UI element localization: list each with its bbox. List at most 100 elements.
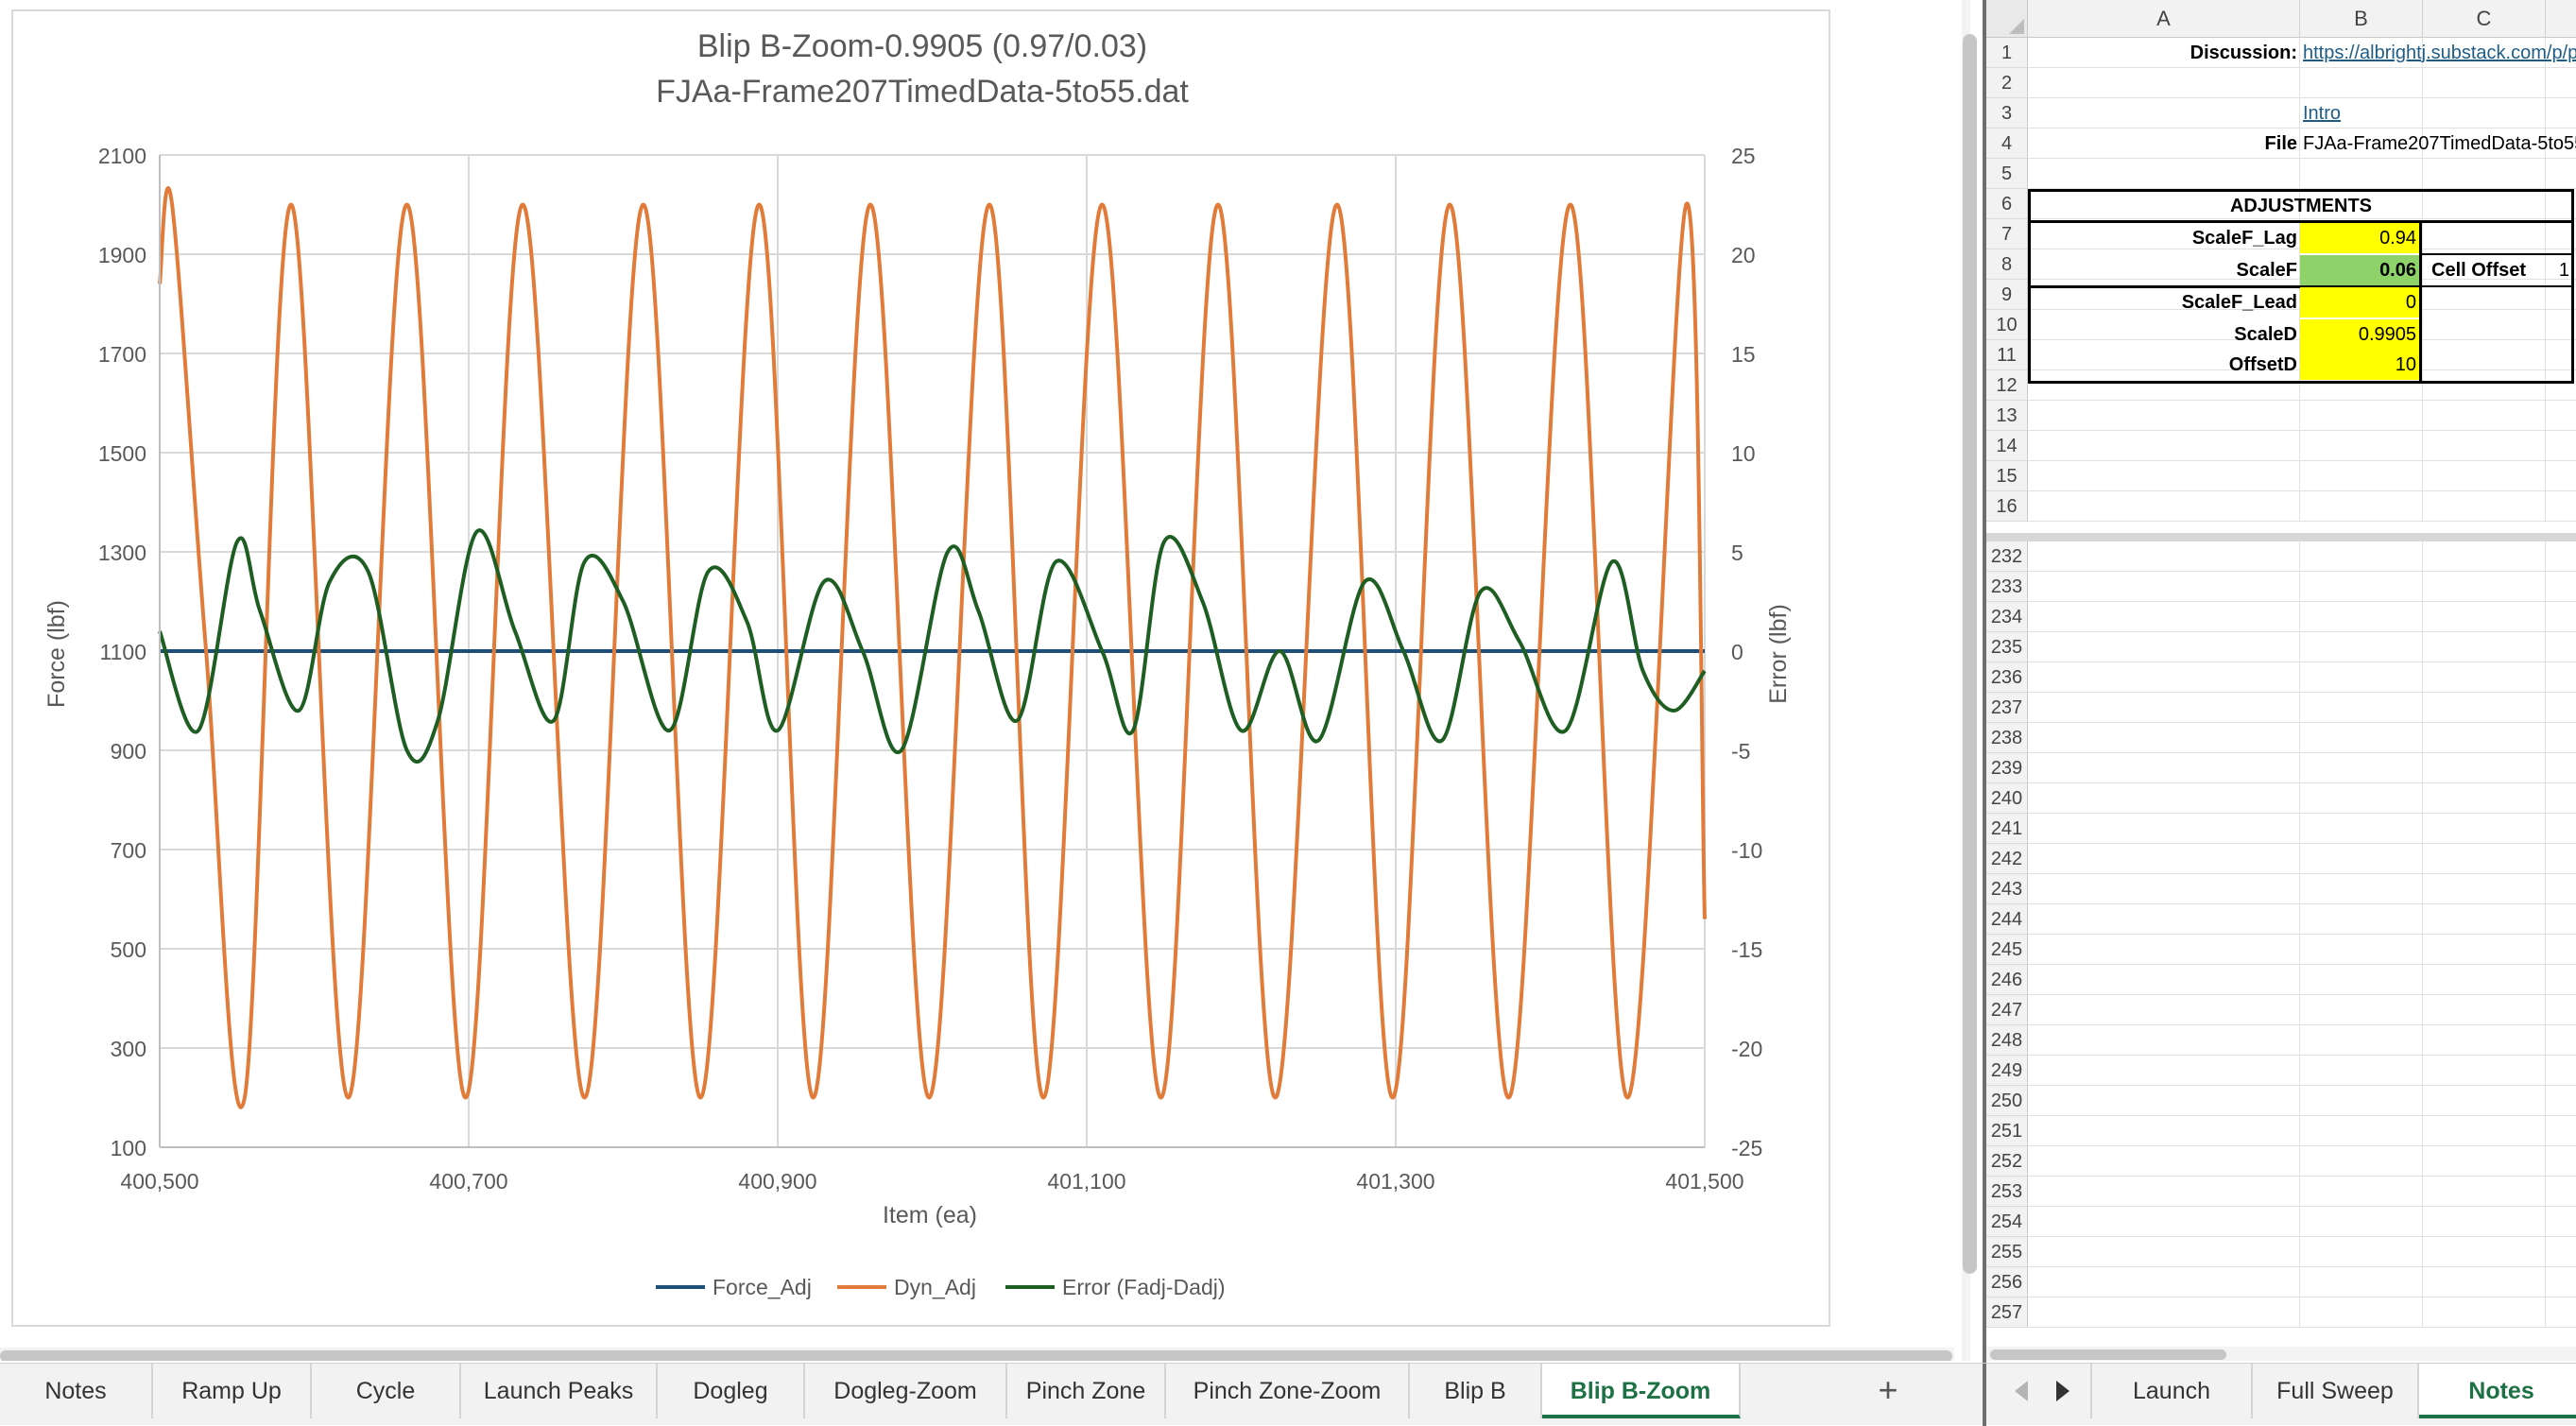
grid-cell[interactable] [2028,995,2300,1025]
grid-cell[interactable] [2546,723,2576,753]
column-header-d[interactable]: D [2546,0,2576,38]
grid-cell[interactable] [2423,814,2546,844]
grid-cell[interactable] [2028,541,2300,572]
sheet-tab-cycle[interactable]: Cycle [312,1364,461,1418]
sheet-tab-blip-b-zoom[interactable]: Blip B-Zoom [1542,1364,1741,1418]
grid-cell[interactable] [2028,461,2300,491]
grid-cell[interactable] [2300,401,2423,431]
grid-cell[interactable] [2028,814,2300,844]
grid-cell[interactable] [2028,723,2300,753]
row-header-14[interactable]: 14 [1986,431,2028,461]
row-header-4[interactable]: 4 [1986,129,2028,159]
grid-cell[interactable] [2028,1086,2300,1116]
row-header-245[interactable]: 245 [1986,935,2028,965]
grid-cell[interactable] [2546,1056,2576,1086]
grid-cell[interactable] [2028,159,2300,189]
row-header-243[interactable]: 243 [1986,874,2028,904]
grid-cell[interactable] [2546,753,2576,783]
grid-cell[interactable] [2423,1237,2546,1267]
row-header-256[interactable]: 256 [1986,1267,2028,1297]
cell-b4-file-value[interactable]: FJAa-Frame207TimedData-5to55.dat [2303,132,2576,154]
sheet-tab-dogleg-zoom[interactable]: Dogleg-Zoom [805,1364,1007,1418]
row-header-246[interactable]: 246 [1986,965,2028,995]
grid-cell[interactable] [2300,995,2423,1025]
grid-cell[interactable] [2546,1177,2576,1207]
sheet-tab-dogleg[interactable]: Dogleg [658,1364,805,1418]
row-header-232[interactable]: 232 [1986,541,2028,572]
grid-cell[interactable] [2423,38,2546,68]
row-header-13[interactable]: 13 [1986,401,2028,431]
grid-cell[interactable] [2423,1177,2546,1207]
grid-cell[interactable] [2028,431,2300,461]
grid-cell[interactable] [2423,491,2546,522]
sheet-tab-pinch-zone-zoom[interactable]: Pinch Zone-Zoom [1166,1364,1410,1418]
grid-cell[interactable] [2028,491,2300,522]
grid-cell[interactable] [2423,1056,2546,1086]
grid-cell[interactable] [2423,602,2546,632]
grid-cell[interactable] [2300,1177,2423,1207]
row-header-244[interactable]: 244 [1986,904,2028,935]
cell-c8-cell-offset-label[interactable]: Cell Offset [2431,259,2527,281]
row-header-248[interactable]: 248 [1986,1025,2028,1056]
grid-cell[interactable] [2300,98,2423,129]
grid-cell[interactable] [2546,662,2576,693]
grid-cell[interactable] [2300,723,2423,753]
grid-cell[interactable] [2028,632,2300,662]
grid-cell[interactable] [2423,68,2546,98]
cell-b8-scalef-value[interactable]: 0.06 [2300,255,2419,285]
row-header-251[interactable]: 251 [1986,1116,2028,1146]
grid-cell[interactable] [2028,129,2300,159]
grid-cell[interactable] [2423,723,2546,753]
row-header-1[interactable]: 1 [1986,38,2028,68]
cell-a1-discussion-label[interactable]: Discussion: [2190,42,2297,63]
grid-cell[interactable] [2028,1025,2300,1056]
grid-cell[interactable] [2300,1056,2423,1086]
row-header-234[interactable]: 234 [1986,602,2028,632]
grid-cell[interactable] [2423,249,2546,280]
grid-cell[interactable] [2028,1056,2300,1086]
grid-cell[interactable] [2423,572,2546,602]
grid-cell[interactable] [2028,1116,2300,1146]
cell-a10-scaled-label[interactable]: ScaleD [2234,323,2297,345]
grid-cell[interactable] [2028,98,2300,129]
grid-cell[interactable] [2423,904,2546,935]
grid-cell[interactable] [2028,874,2300,904]
row-header-239[interactable]: 239 [1986,753,2028,783]
grid-cell[interactable] [2300,1207,2423,1237]
row-header-250[interactable]: 250 [1986,1086,2028,1116]
grid-cell[interactable] [2546,491,2576,522]
grid-cell[interactable] [2028,310,2300,340]
grid-cell[interactable] [2300,632,2423,662]
grid-cell[interactable] [2300,693,2423,723]
grid-cell[interactable] [2423,693,2546,723]
grid-cell[interactable] [2546,280,2576,310]
cell-a11-offsetd-label[interactable]: OffsetD [2228,353,2297,375]
grid-cell[interactable] [2423,401,2546,431]
grid-cell[interactable] [2028,844,2300,874]
grid-cell[interactable] [2546,1025,2576,1056]
grid-cell[interactable] [2546,1207,2576,1237]
sheet-tab-pinch-zone[interactable]: Pinch Zone [1007,1364,1166,1418]
grid-cell[interactable] [2028,68,2300,98]
row-header-237[interactable]: 237 [1986,693,2028,723]
grid-cell[interactable] [2423,965,2546,995]
worksheet-tab-notes[interactable]: Notes [2419,1364,2576,1418]
grid-cell[interactable] [2423,310,2546,340]
grid-cell[interactable] [2423,1146,2546,1177]
sheet-horizontal-scrollbar-thumb[interactable] [1990,1349,2226,1360]
grid-cell[interactable] [2546,38,2576,68]
grid-cell[interactable] [2028,572,2300,602]
grid-cell[interactable] [2423,662,2546,693]
grid-cell[interactable] [2028,1297,2300,1328]
select-all-corner[interactable] [1986,0,2028,38]
row-header-252[interactable]: 252 [1986,1146,2028,1177]
grid-cell[interactable] [2423,219,2546,249]
grid-cell[interactable] [2028,602,2300,632]
row-header-254[interactable]: 254 [1986,1207,2028,1237]
grid-cell[interactable] [2423,129,2546,159]
grid-cell[interactable] [2028,662,2300,693]
sheet-tab-launch-peaks[interactable]: Launch Peaks [461,1364,658,1418]
grid-cell[interactable] [2423,1025,2546,1056]
grid-cell[interactable] [2546,1086,2576,1116]
grid-cell[interactable] [2546,98,2576,129]
